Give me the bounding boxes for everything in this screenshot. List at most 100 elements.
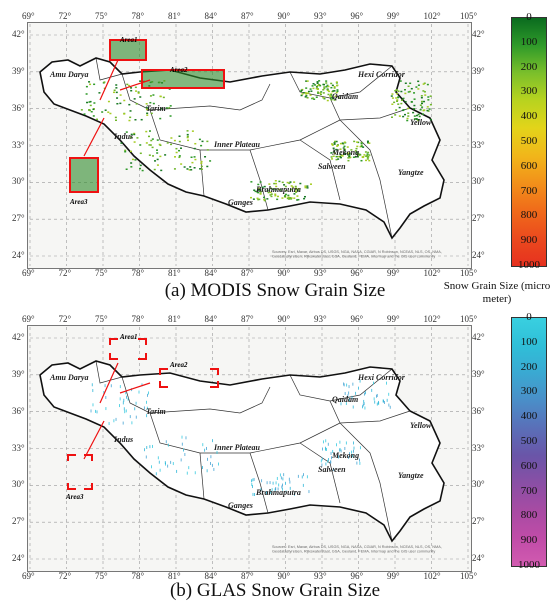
snow-sample <box>322 440 324 444</box>
snow-pixel <box>133 132 136 135</box>
lon-tick-top: 75° <box>95 11 108 21</box>
colorbar-tick-label: 900 <box>520 534 538 547</box>
snow-pixel <box>149 144 152 146</box>
snow-pixel <box>323 87 326 90</box>
snow-sample <box>328 458 329 462</box>
snow-pixel <box>427 96 430 98</box>
snow-pixel <box>362 146 365 148</box>
snow-sample <box>330 460 331 464</box>
snow-pixel <box>413 92 416 94</box>
snow-pixel <box>360 145 363 148</box>
snow-pixel <box>128 103 131 106</box>
snow-sample <box>271 488 273 492</box>
snow-sample <box>218 462 219 466</box>
snow-pixel <box>327 93 330 96</box>
basin-boundary <box>149 109 341 151</box>
lon-tick-top: 87° <box>241 314 254 324</box>
lon-tick-top: 90° <box>277 314 291 324</box>
snow-pixel <box>162 96 165 99</box>
snow-pixel <box>148 130 151 132</box>
snow-sample <box>138 390 140 394</box>
snow-pixel <box>156 158 159 161</box>
snow-pixel <box>201 140 204 143</box>
snow-pixel <box>146 114 149 116</box>
snow-pixel <box>349 156 352 159</box>
snow-pixel <box>352 156 355 159</box>
snow-pixel <box>129 136 132 139</box>
snow-pixel <box>290 185 293 187</box>
snow-pixel <box>303 197 306 200</box>
snow-pixel <box>340 154 343 157</box>
area-connector <box>83 117 105 157</box>
snow-pixel <box>366 154 369 157</box>
snow-sample <box>172 462 174 466</box>
lon-tick-top: 78° <box>131 11 145 21</box>
snow-pixel <box>297 189 300 191</box>
snow-pixel <box>279 189 282 191</box>
snow-sample <box>164 461 166 465</box>
snow-pixel <box>188 169 191 171</box>
snow-pixel <box>315 87 318 90</box>
snow-sample <box>353 446 355 450</box>
basin-boundary <box>299 442 341 504</box>
snow-sample <box>352 454 354 458</box>
snow-pixel <box>429 103 432 106</box>
snow-pixel <box>400 90 403 93</box>
snow-sample <box>146 400 147 404</box>
basin-boundary <box>95 360 123 384</box>
lon-tick-top: 99° <box>387 11 400 21</box>
area-box <box>109 39 147 61</box>
colorbar-tick-label: 300 <box>520 85 538 98</box>
region-label: Hexi Corridor <box>358 70 405 79</box>
snow-pixel <box>400 102 403 105</box>
snow-sample <box>297 474 299 478</box>
snow-pixel <box>339 148 342 150</box>
snow-sample <box>320 459 322 463</box>
lon-tick-bottom: 102° <box>423 268 441 278</box>
lat-tick-left: 39° <box>12 65 25 76</box>
snow-pixel <box>329 95 332 97</box>
snow-pixel <box>148 154 151 156</box>
snow-pixel <box>293 197 296 199</box>
lat-tick-left: 30° <box>12 479 25 490</box>
snow-pixel <box>83 113 86 115</box>
snow-pixel <box>407 115 410 117</box>
snow-pixel <box>339 155 342 158</box>
snow-sample <box>389 405 391 409</box>
snow-pixel <box>366 156 369 159</box>
snow-sample <box>383 399 384 403</box>
lon-tick-bottom: 105° <box>460 571 478 581</box>
snow-pixel <box>204 156 207 158</box>
snow-sample <box>363 392 365 396</box>
snow-pixel <box>178 135 181 137</box>
snow-pixel <box>257 187 260 190</box>
snow-pixel <box>301 93 304 95</box>
snow-pixel <box>183 166 186 168</box>
snow-sample <box>359 458 360 462</box>
snow-pixel <box>80 109 83 111</box>
snow-pixel <box>334 140 337 143</box>
snow-sample <box>141 383 143 387</box>
snow-pixel <box>139 152 142 155</box>
snow-pixel <box>407 112 410 114</box>
snow-sample <box>325 439 327 443</box>
snow-sample <box>210 461 211 465</box>
snow-pixel <box>269 191 272 194</box>
snow-pixel <box>306 97 309 99</box>
snow-sample <box>254 492 255 496</box>
snow-sample <box>146 414 148 418</box>
snow-pixel <box>125 168 128 170</box>
basin-boundary <box>149 412 341 454</box>
snow-sample <box>373 397 375 401</box>
lat-tick-left: 42° <box>12 29 25 39</box>
area-label: Area1 <box>120 333 138 341</box>
snow-pixel <box>330 86 333 89</box>
snow-pixel <box>424 94 427 96</box>
snow-pixel <box>348 152 351 155</box>
snow-pixel <box>152 94 155 96</box>
lon-tick-top: 84° <box>204 314 218 324</box>
snow-sample <box>134 407 136 411</box>
snow-pixel <box>328 90 331 93</box>
snow-pixel <box>186 133 189 136</box>
snow-sample <box>91 383 93 387</box>
